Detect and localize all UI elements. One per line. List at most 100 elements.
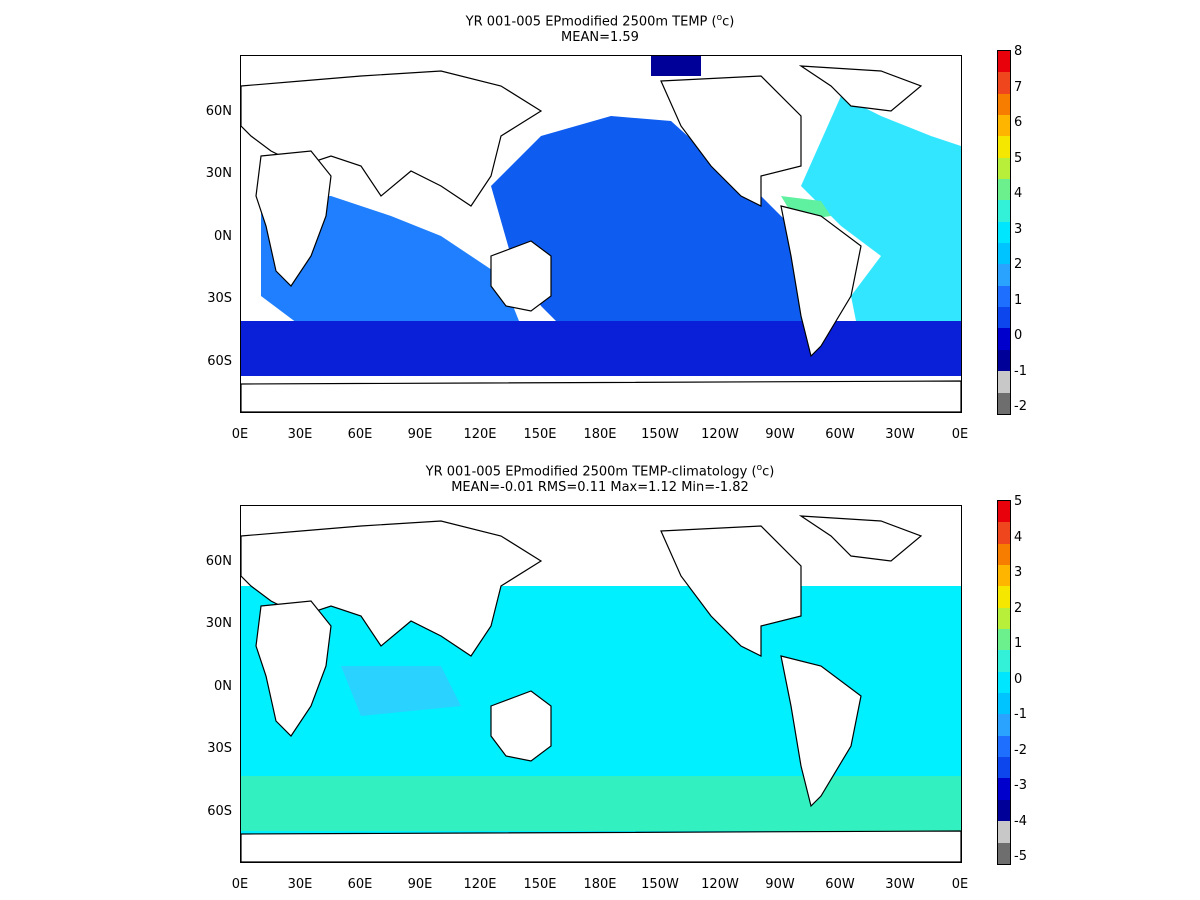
colorbar-segment: [998, 543, 1010, 566]
lon-tick: 30E: [287, 877, 313, 892]
lon-tick: 0E: [231, 877, 249, 892]
colorbar-segment: [998, 392, 1010, 414]
colorbar-segment: [998, 371, 1010, 393]
colorbar: [997, 50, 1011, 415]
colorbar-label: -1: [1014, 707, 1027, 722]
lon-tick: 30W: [885, 427, 915, 442]
colorbar-segment: [998, 200, 1010, 222]
lon-tick: 120E: [463, 877, 497, 892]
colorbar-segment: [998, 821, 1010, 843]
ocean-anomaly: [241, 586, 961, 836]
colorbar-label: 8: [1014, 44, 1023, 59]
panel-bottom: YR 001-005 EPmodified 2500m TEMP-climato…: [0, 450, 1200, 900]
southern-anomaly: [241, 776, 961, 831]
lat-tick: 0N: [214, 679, 232, 694]
colorbar-segment: [998, 221, 1010, 244]
colorbar-segment: [998, 735, 1010, 758]
panel-top: YR 001-005 EPmodified 2500m TEMP (oc) ME…: [205, 13, 1027, 442]
lat-tick: 60S: [207, 354, 232, 369]
lon-tick: 90E: [407, 877, 433, 892]
colorbar-segment: [998, 264, 1010, 286]
lon-tick: 90W: [765, 877, 795, 892]
lon-tick: 30E: [287, 427, 313, 442]
colorbar-segment: [998, 565, 1010, 587]
colorbar-segment: [998, 93, 1010, 116]
colorbar-segment: [998, 115, 1010, 137]
colorbar-segment: [998, 501, 1010, 523]
colorbar-segment: [998, 607, 1010, 630]
colorbar-segment: [998, 757, 1010, 779]
colorbar-segment: [998, 671, 1010, 694]
colorbar-segment: [998, 285, 1010, 308]
colorbar-label: 5: [1014, 150, 1023, 166]
colorbar-label: 1: [1014, 292, 1023, 308]
colorbar-segment: [998, 307, 1010, 329]
continents: [241, 515, 961, 862]
colorbar-label: 2: [1014, 600, 1023, 616]
colorbar-segment: [998, 349, 1010, 372]
lon-tick: 60E: [347, 427, 373, 442]
colorbar-label: 4: [1014, 529, 1023, 545]
colorbar-label: 4: [1014, 186, 1023, 201]
lat-tick: 60S: [207, 804, 232, 819]
lon-tick: 120W: [701, 877, 739, 892]
lon-tick: 60W: [825, 427, 855, 442]
lon-tick: 0E: [231, 427, 249, 442]
lon-tick: 30W: [885, 877, 915, 892]
colorbar-label: 7: [1014, 79, 1023, 95]
continents: [241, 65, 961, 412]
colorbar-segment: [998, 693, 1010, 715]
colorbar-segment: [998, 714, 1010, 736]
colorbar-segment: [998, 842, 1010, 864]
lat-tick: 60N: [205, 104, 232, 119]
lon-tick: 150E: [523, 427, 557, 442]
colorbar-segment: [998, 51, 1010, 73]
pacific-ocean: [491, 116, 841, 376]
panel-title: YR 001-005 EPmodified 2500m TEMP-climato…: [425, 463, 775, 480]
lat-tick: 30S: [207, 291, 232, 306]
colorbar-segment: [998, 629, 1010, 651]
colorbar-segment: [998, 157, 1010, 180]
lon-tick: 150W: [641, 427, 679, 442]
colorbar-label: -2: [1014, 399, 1027, 414]
lon-tick: 180E: [583, 427, 617, 442]
colorbar-segment: [998, 243, 1010, 265]
lat-tick: 60N: [205, 554, 232, 569]
southern-ocean: [241, 321, 961, 376]
lon-tick: 120E: [463, 427, 497, 442]
lat-tick: 30N: [205, 616, 232, 631]
lat-tick: 30N: [205, 166, 232, 181]
colorbar-label: -2: [1014, 742, 1027, 758]
colorbar-label: 1: [1014, 636, 1023, 651]
anomaly-map: [240, 505, 962, 863]
lon-tick: 180E: [583, 877, 617, 892]
colorbar-label: -3: [1014, 778, 1027, 793]
lon-tick: 90W: [765, 427, 795, 442]
colorbar-segment: [998, 586, 1010, 608]
colorbar-label: 0: [1014, 328, 1023, 343]
temperature-map: [240, 55, 962, 413]
panel-subtitle: MEAN=-0.01 RMS=0.11 Max=1.12 Min=-1.82: [451, 480, 749, 495]
colorbar-segment: [998, 650, 1010, 672]
colorbar-label: -5: [1014, 849, 1027, 864]
colorbar-segment: [998, 72, 1010, 94]
lon-tick: 120W: [701, 427, 739, 442]
lon-tick: 150E: [523, 877, 557, 892]
colorbar-label: 3: [1014, 221, 1023, 237]
lat-tick: 30S: [207, 741, 232, 756]
colorbar-label: -1: [1014, 363, 1027, 379]
atlantic-ocean: [801, 96, 961, 346]
colorbar-segment: [998, 328, 1010, 350]
colorbar-label: 0: [1014, 671, 1023, 687]
colorbar-label: -4: [1014, 813, 1027, 829]
lon-tick: 60W: [825, 877, 855, 892]
lon-tick: 150W: [641, 877, 679, 892]
lon-tick: 60E: [347, 877, 373, 892]
panel-subtitle: MEAN=1.59: [561, 30, 639, 45]
colorbar-label: 2: [1014, 257, 1023, 272]
colorbar-segment: [998, 179, 1010, 201]
lon-tick: 0E: [951, 427, 969, 442]
colorbar-segment: [998, 778, 1010, 800]
colorbar-label: 5: [1014, 494, 1023, 509]
colorbar-segment: [998, 522, 1010, 544]
